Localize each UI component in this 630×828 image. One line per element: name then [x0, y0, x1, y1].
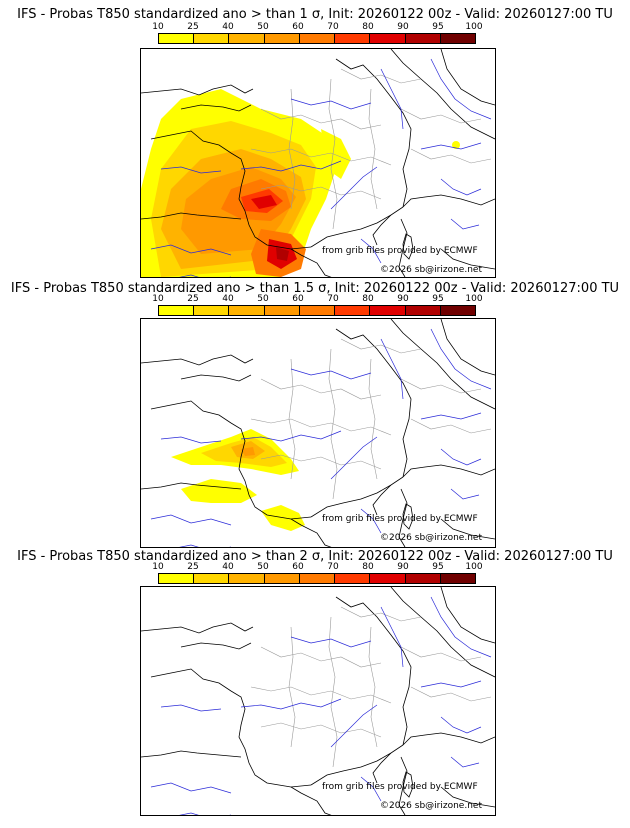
colorbar — [158, 305, 476, 316]
colorbar-segment — [264, 34, 300, 43]
colorbar-segment — [229, 34, 265, 43]
colorbar-segment — [370, 34, 406, 43]
credit-text: from grib files provided by ECMWF — [322, 782, 478, 792]
colorbar-tick: 90 — [397, 562, 409, 572]
colorbar-segment — [229, 306, 265, 315]
colorbar-segment — [299, 574, 336, 583]
colorbar-tick: 25 — [187, 562, 199, 572]
probability-field — [141, 89, 460, 277]
colorbar-segment — [335, 34, 371, 43]
colorbar-segment — [440, 34, 475, 43]
colorbar-tick: 100 — [465, 22, 483, 32]
colorbar-segment — [264, 574, 300, 583]
colorbar-segment — [370, 306, 406, 315]
colorbar-tick: 50 — [257, 294, 269, 304]
colorbar-segment — [405, 306, 441, 315]
colorbar-tick: 10 — [152, 562, 164, 572]
colorbar-segment — [299, 34, 336, 43]
colorbar-tick: 60 — [292, 294, 304, 304]
colorbar-tick: 25 — [187, 294, 199, 304]
colorbar-tick: 25 — [187, 22, 199, 32]
colorbar-tick: 60 — [292, 562, 304, 572]
copyright-text: ©2026 sb@irizone.net — [380, 801, 482, 811]
copyright-text: ©2026 sb@irizone.net — [380, 265, 482, 275]
colorbar-segment — [335, 306, 371, 315]
colorbar-labels: 10 25 40 50 60 70 80 90 95 100 — [152, 562, 482, 573]
colorbar-segment — [405, 574, 441, 583]
colorbar — [158, 33, 476, 44]
colorbar-tick: 10 — [152, 22, 164, 32]
colorbar-segment — [405, 34, 441, 43]
colorbar-segment — [370, 574, 406, 583]
colorbar-segment — [264, 306, 300, 315]
probability-field — [171, 429, 305, 531]
panel-title: IFS - Probas T850 standardized ano > tha… — [10, 281, 620, 296]
probability-map — [140, 586, 496, 816]
colorbar-segment — [335, 574, 371, 583]
colorbar-tick: 90 — [397, 22, 409, 32]
colorbar-tick: 10 — [152, 294, 164, 304]
colorbar-tick: 90 — [397, 294, 409, 304]
colorbar-tick: 40 — [222, 22, 234, 32]
colorbar-tick: 40 — [222, 562, 234, 572]
colorbar-segment — [440, 306, 475, 315]
probability-map — [140, 48, 496, 278]
colorbar-tick: 70 — [327, 22, 339, 32]
panel-2: IFS - Probas T850 standardized ano > tha… — [0, 276, 630, 548]
colorbar-labels: 10 25 40 50 60 70 80 90 95 100 — [152, 22, 482, 33]
colorbar-segment — [159, 34, 195, 43]
colorbar-tick: 95 — [432, 294, 444, 304]
colorbar-tick: 40 — [222, 294, 234, 304]
copyright-text: ©2026 sb@irizone.net — [380, 533, 482, 543]
colorbar-tick: 80 — [362, 294, 374, 304]
colorbar-tick: 95 — [432, 22, 444, 32]
panel-1: IFS - Probas T850 standardized ano > tha… — [0, 0, 630, 278]
colorbar-segment — [194, 574, 230, 583]
colorbar-tick: 70 — [327, 562, 339, 572]
colorbar-tick: 50 — [257, 22, 269, 32]
colorbar-segment — [194, 34, 230, 43]
colorbar-segment — [229, 574, 265, 583]
colorbar-tick: 80 — [362, 562, 374, 572]
credit-text: from grib files provided by ECMWF — [322, 514, 478, 524]
panel-3: IFS - Probas T850 standardized ano > tha… — [0, 544, 630, 828]
colorbar-segment — [159, 306, 195, 315]
colorbar-segment — [299, 306, 336, 315]
colorbar-tick: 95 — [432, 562, 444, 572]
colorbar-labels: 10 25 40 50 60 70 80 90 95 100 — [152, 294, 482, 305]
colorbar-segment — [440, 574, 475, 583]
probability-map — [140, 318, 496, 548]
panel-title: IFS - Probas T850 standardized ano > tha… — [17, 549, 613, 564]
colorbar-tick: 50 — [257, 562, 269, 572]
colorbar — [158, 573, 476, 584]
colorbar-segment — [159, 574, 195, 583]
credit-text: from grib files provided by ECMWF — [322, 246, 478, 256]
colorbar-segment — [194, 306, 230, 315]
panel-title: IFS - Probas T850 standardized ano > tha… — [17, 7, 613, 22]
colorbar-tick: 100 — [465, 562, 483, 572]
colorbar-tick: 100 — [465, 294, 483, 304]
colorbar-tick: 60 — [292, 22, 304, 32]
colorbar-tick: 80 — [362, 22, 374, 32]
colorbar-tick: 70 — [327, 294, 339, 304]
